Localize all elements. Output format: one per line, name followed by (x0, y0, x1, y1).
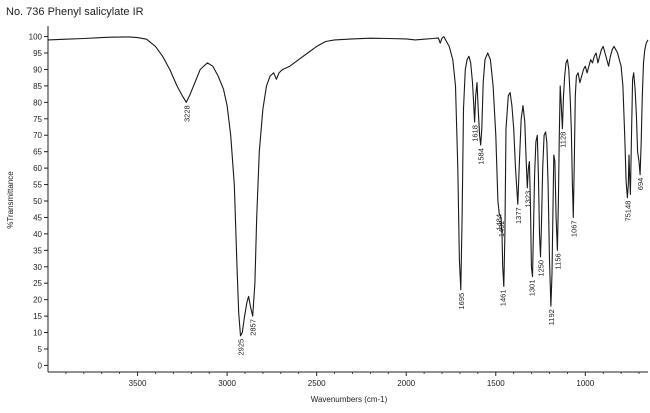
y-tick-label: 55 (33, 181, 42, 190)
y-tick-label: 15 (33, 312, 42, 321)
y-axis: 0 5 10 15 20 25 30 35 40 45 50 55 60 65 70 75 80 85 90 95 10… (29, 26, 49, 372)
series-line (47, 36, 649, 337)
peak-label: 1128 (558, 132, 567, 148)
y-tick-label: 45 (33, 213, 42, 222)
peak-label: 2925 (237, 339, 246, 356)
peak-label: 1484 (495, 214, 504, 231)
y-tick-label: 10 (33, 329, 42, 338)
x-axis: 3500 3000 2500 2000 1500 1000 (48, 371, 648, 388)
y-tick-label: 85 (33, 82, 42, 91)
peak-label: 1695 (457, 293, 466, 310)
y-tick-label: 25 (33, 279, 42, 288)
peak-label: 2857 (249, 319, 258, 336)
peak-label: 1461 (499, 290, 508, 307)
peak-label: 1156 (553, 253, 562, 269)
peak-label: 3228 (182, 105, 191, 122)
y-tick-label: 95 (33, 49, 42, 58)
peak-label: 1618 (471, 125, 480, 142)
peak-label: 1492 (497, 220, 506, 237)
x-tick-label: 3500 (129, 379, 147, 388)
y-tick-label: 0 (38, 361, 43, 370)
y-tick-label: 65 (33, 148, 42, 157)
x-tick-label: 2000 (397, 379, 415, 388)
y-tick-label: 80 (33, 98, 42, 107)
peak-label: 1192 (547, 309, 556, 325)
peak-label: 1067 (569, 220, 578, 237)
x-tick-label: 3000 (218, 379, 236, 388)
y-tick-label: 40 (33, 230, 42, 239)
y-tick-label: 100 (29, 33, 43, 42)
x-tick-label: 1500 (487, 379, 505, 388)
y-tick-label: 50 (33, 197, 42, 206)
y-tick-label: 30 (33, 263, 42, 272)
peak-label: 1377 (514, 207, 523, 224)
y-tick-label: 35 (33, 246, 42, 255)
y-axis-label: %Transmittance (6, 171, 15, 229)
chart-title: No. 736 Phenyl salicylate IR (6, 6, 144, 18)
x-tick-label: 1000 (576, 379, 594, 388)
peak-label: 694 (636, 178, 645, 191)
x-tick-label: 2500 (308, 379, 326, 388)
peak-label: 1301 (527, 280, 536, 297)
peak-label: 1250 (537, 260, 546, 277)
y-tick-label: 75 (33, 115, 42, 124)
peak-label: 1584 (477, 148, 486, 165)
y-tick-label: 5 (38, 345, 43, 354)
y-tick-label: 60 (33, 164, 42, 173)
x-axis-label: Wavenumbers (cm-1) (311, 395, 388, 404)
y-tick-label: 20 (33, 296, 42, 305)
y-tick-label: 90 (33, 65, 42, 74)
peak-label: 75148 (623, 201, 632, 222)
y-tick-label: 70 (33, 131, 42, 140)
peak-label: 1323 (523, 191, 532, 208)
